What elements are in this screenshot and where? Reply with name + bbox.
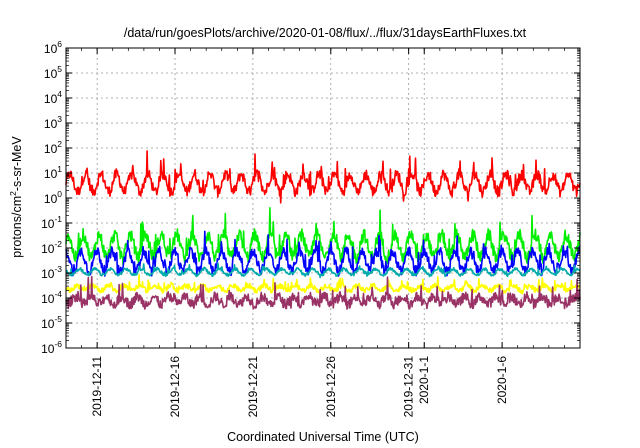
y-tick-label: 101 [44,164,62,181]
x-tick-label: 2020-1-6 [495,356,509,404]
x-tick-label: 2019-12-16 [168,356,182,418]
y-axis-label: protons/cm2-s-sr-MeV [8,136,24,258]
y-tick-label: 103 [44,114,62,131]
y-tick-label: 10-1 [41,214,62,231]
y-tick-label: 100 [44,189,62,206]
series-group [65,150,581,310]
y-tick-label: 10-6 [41,339,62,356]
x-tick-label: 2019-12-31 [402,356,416,418]
series-line [65,273,581,295]
grid [66,48,580,348]
y-tick-label: 10-3 [41,264,62,281]
y-tick-label: 106 [44,39,62,56]
y-tick-label: 104 [44,89,62,106]
series-line [65,230,581,277]
y-axis-label-sup: 2 [8,191,18,196]
series-line [65,150,581,204]
x-axis: 2019-12-11 2019-12-16 2019-12-21 2019-12-26… [65,48,581,418]
x-tick-label: 2019-12-11 [90,356,104,417]
y-axis: 10-6 10-5 10-4 10-3 10-2 10-1 100 101 102 103 104 1… [41,39,580,356]
series-line [65,275,581,310]
series-line [65,207,581,266]
y-axis-label-suffix: -s-sr-MeV [10,136,24,192]
y-tick-label: 102 [44,139,62,156]
y-tick-label: 10-2 [41,239,62,256]
y-tick-label: 10-5 [41,314,62,331]
y-tick-label: 105 [44,64,62,81]
x-axis-label: Coordinated Universal Time (UTC) [227,430,419,444]
chart-title: /data/run/goesPlots/archive/2020-01-08/f… [124,26,527,40]
series-line [65,262,581,279]
x-tick-label: 2019-12-26 [324,356,338,418]
y-tick-label: 10-4 [41,289,62,306]
x-tick-label: 2020-1-1 [417,356,431,404]
x-tick-label: 2019-12-21 [246,356,260,418]
y-axis-label-prefix: protons/cm [10,196,24,258]
